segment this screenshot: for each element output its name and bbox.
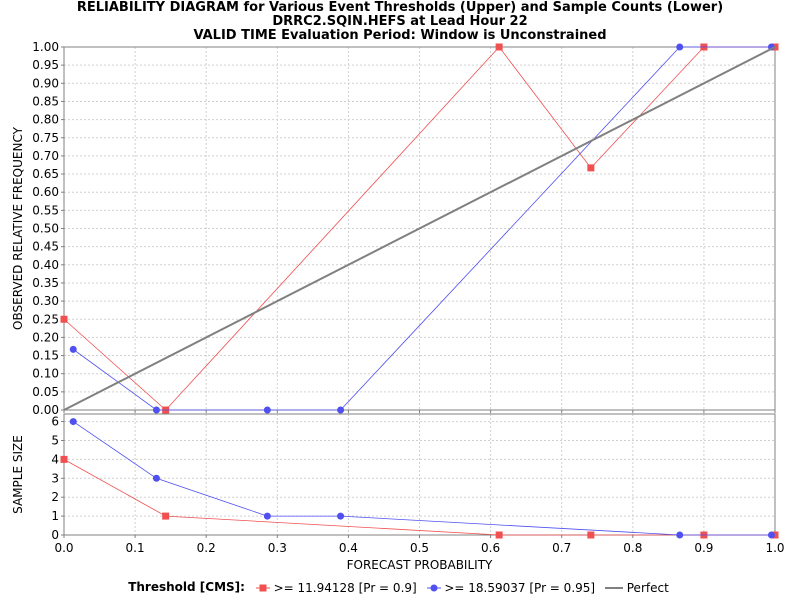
x-axis-label: FORECAST PROBABILITY — [347, 558, 493, 572]
y-tick-label: 0.35 — [32, 276, 59, 290]
data-point-square — [60, 455, 68, 463]
x-tick-label: 0.7 — [552, 541, 571, 555]
legend-item-perfect: Perfect — [604, 580, 669, 595]
y-tick-label: 0.40 — [32, 258, 59, 272]
y-tick-label: 0.75 — [32, 131, 59, 145]
y-tick-label: 4 — [51, 452, 59, 466]
x-tick-label: 0.0 — [54, 541, 73, 555]
data-point-square — [162, 512, 170, 520]
y-tick-label: 2 — [51, 490, 59, 504]
y-tick-label: 1 — [51, 509, 59, 523]
data-point-circle — [263, 512, 271, 520]
legend-item-threshold-1: >= 11.94128 [Pr = 0.9] — [255, 580, 417, 595]
x-tick-label: 0.8 — [623, 541, 642, 555]
y-tick-label: 0.00 — [32, 403, 59, 417]
data-point-circle — [69, 345, 77, 353]
y-tick-label: 0.65 — [32, 167, 59, 181]
series-line — [63, 46, 776, 411]
data-point-square — [771, 531, 779, 539]
y-tick-label: 0.50 — [32, 222, 59, 236]
y-tick-label: 0.80 — [32, 113, 59, 127]
data-point-circle — [767, 531, 775, 539]
y-tick-label: 0.85 — [32, 94, 59, 108]
data-point-square — [60, 315, 68, 323]
y-tick-label: 6 — [51, 415, 59, 429]
y-axis-label-upper: OBSERVED RELATIVE FREQUENCY — [11, 126, 25, 330]
data-point-square — [495, 43, 503, 51]
legend-label-threshold-2: >= 18.59037 [Pr = 0.95] — [444, 580, 596, 595]
data-point-circle — [69, 418, 77, 426]
data-point-square — [587, 164, 595, 172]
y-tick-label: 0.05 — [32, 385, 59, 399]
y-tick-label: 0.45 — [32, 240, 59, 254]
data-point-circle — [337, 406, 345, 414]
legend-title: Threshold [CMS]: — [128, 580, 245, 594]
x-tick-label: 1.0 — [765, 541, 784, 555]
x-tick-label: 0.2 — [197, 541, 216, 555]
y-tick-label: 0.10 — [32, 367, 59, 381]
series-line — [73, 421, 772, 536]
chart-title-line-1: RELIABILITY DIAGRAM for Various Event Th… — [76, 0, 724, 15]
x-tick-label: 0.4 — [339, 541, 358, 555]
y-tick-label: 0.15 — [32, 349, 59, 363]
x-tick-label: 0.6 — [481, 541, 500, 555]
plot-frame — [63, 413, 776, 536]
legend-item-threshold-2: >= 18.59037 [Pr = 0.95] — [426, 580, 596, 595]
legend-label-threshold-1: >= 11.94128 [Pr = 0.9] — [273, 580, 417, 595]
y-tick-label: 0.70 — [32, 149, 59, 163]
legend-square-marker-icon — [255, 584, 270, 592]
y-tick-label: 0.30 — [32, 294, 59, 308]
data-point-circle — [152, 474, 160, 482]
y-tick-label: 0.90 — [32, 76, 59, 90]
y-tick-label: 5 — [51, 433, 59, 447]
legend-circle-marker-icon — [426, 584, 441, 592]
y-tick-label: 0.20 — [32, 330, 59, 344]
y-tick-label: 0.25 — [32, 312, 59, 326]
data-point-circle — [263, 406, 271, 414]
data-point-circle — [676, 531, 684, 539]
y-tick-label: 0.95 — [32, 58, 59, 72]
data-point-square — [495, 531, 503, 539]
legend-line-icon — [604, 587, 623, 589]
y-tick-label: 0 — [51, 528, 59, 542]
y-tick-label: 3 — [51, 471, 59, 485]
legend: Threshold [CMS]: >= 11.94128 [Pr = 0.9] … — [0, 580, 800, 595]
plot-frame — [63, 46, 776, 411]
x-tick-label: 0.3 — [268, 541, 287, 555]
data-point-circle — [676, 43, 684, 51]
chart-title-line-3: VALID TIME Evaluation Period: Window is … — [193, 28, 607, 43]
x-tick-label: 0.9 — [694, 541, 713, 555]
x-tick-label: 0.5 — [410, 541, 429, 555]
x-tick-label: 0.1 — [126, 541, 145, 555]
data-point-circle — [152, 406, 160, 414]
legend-label-perfect: Perfect — [626, 580, 669, 595]
y-tick-label: 1.00 — [32, 40, 59, 54]
chart-title-line-2: DRRC2.SQIN.HEFS at Lead Hour 22 — [272, 14, 528, 29]
y-axis-label-lower: SAMPLE SIZE — [11, 435, 25, 514]
data-point-square — [587, 531, 595, 539]
data-point-circle — [337, 512, 345, 520]
series-line — [73, 46, 772, 411]
y-tick-label: 0.60 — [32, 185, 59, 199]
y-tick-label: 0.55 — [32, 203, 59, 217]
